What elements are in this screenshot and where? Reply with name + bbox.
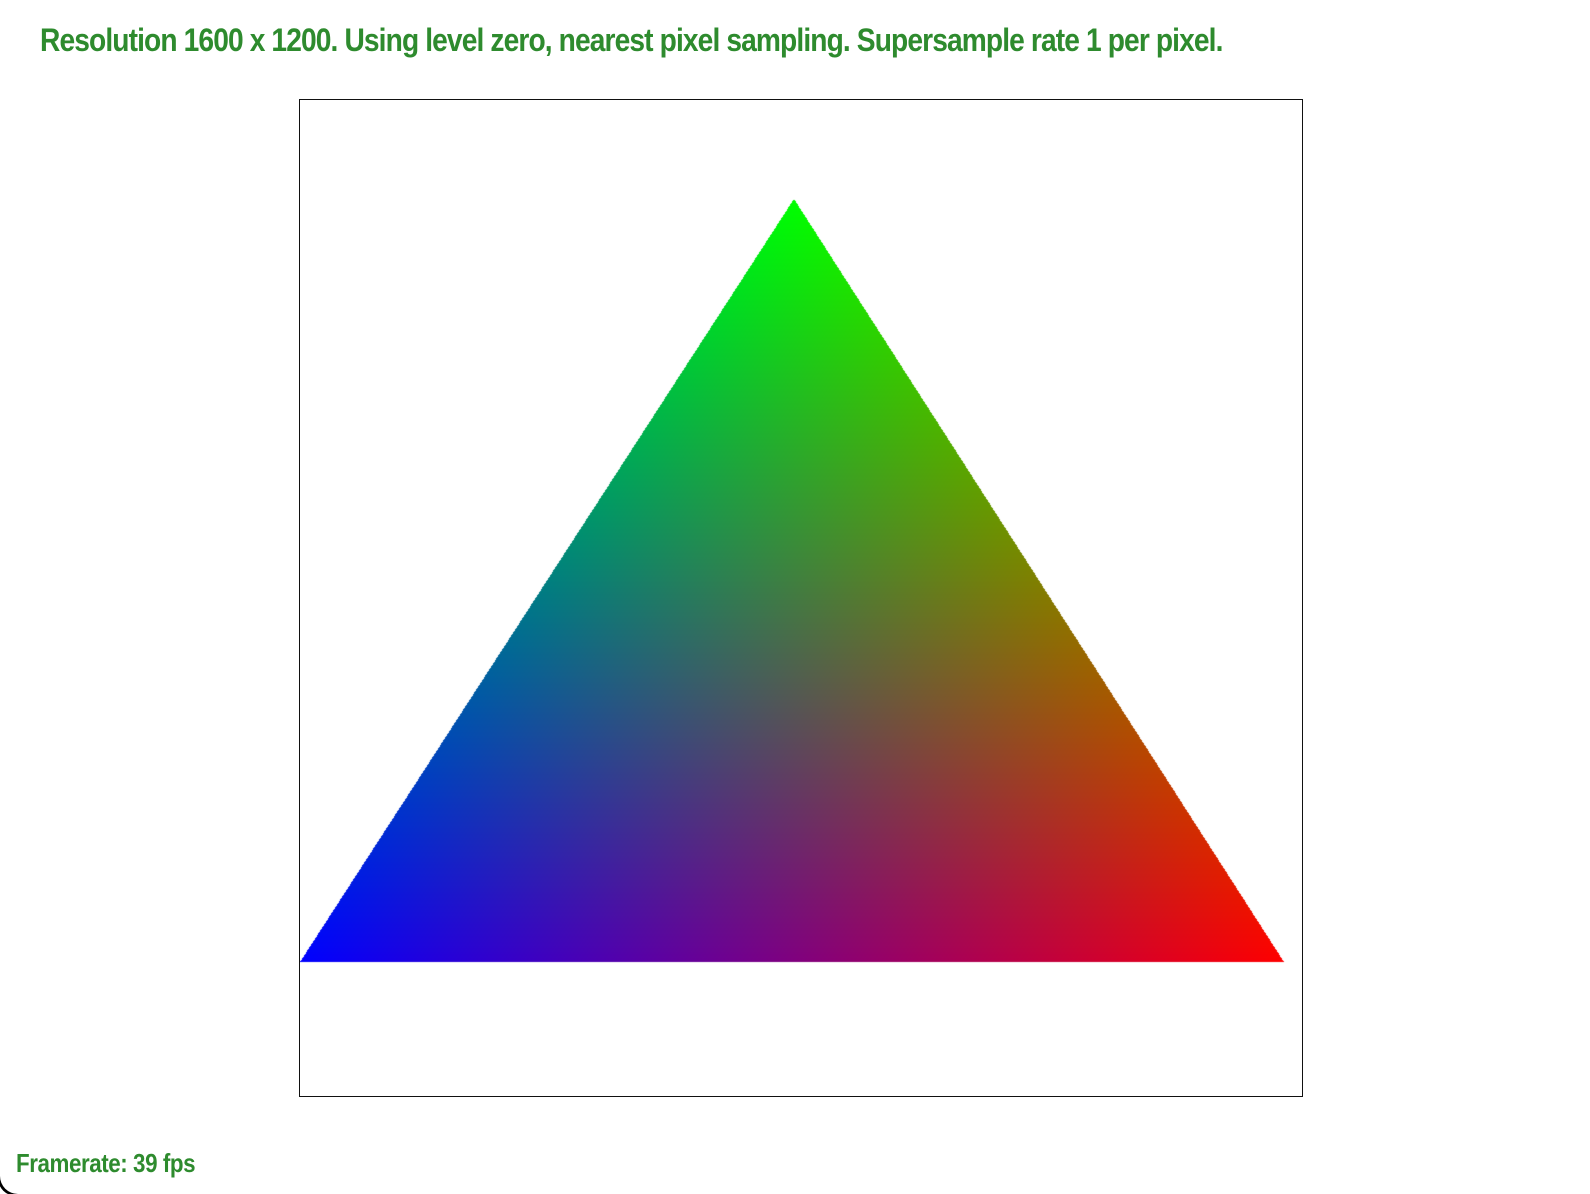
- rasterized-triangle[interactable]: [300, 100, 1302, 1096]
- status-text: Resolution 1600 x 1200. Using level zero…: [40, 22, 1223, 58]
- render-viewport[interactable]: [299, 99, 1303, 1097]
- framerate-text: Framerate: 39 fps: [16, 1148, 196, 1178]
